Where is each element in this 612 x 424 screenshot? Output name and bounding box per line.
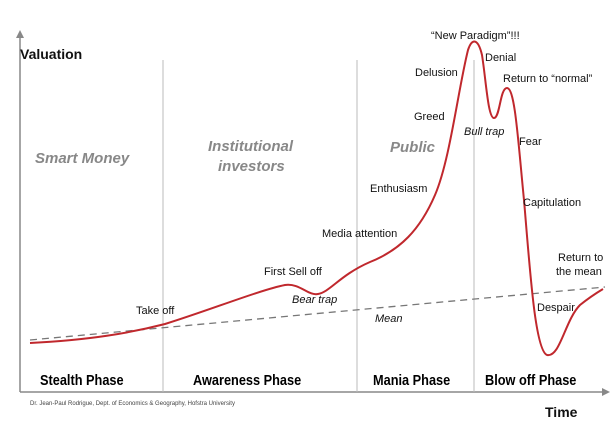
label-greed: Greed	[414, 111, 445, 123]
label-bear-trap: Bear trap	[292, 294, 338, 306]
label-enthusiasm: Enthusiasm	[370, 183, 428, 195]
label-despair: Despair	[537, 302, 575, 314]
label-take-off: Take off	[136, 305, 175, 317]
x-axis-label: Time	[545, 404, 578, 420]
x-axis-arrow	[602, 388, 610, 396]
phase-blow-off: Blow off Phase	[485, 372, 577, 389]
label-delusion: Delusion	[415, 67, 458, 79]
group-institutional: Institutional	[208, 138, 293, 155]
label-return-normal: Return to “normal”	[503, 73, 593, 85]
y-axis-arrow	[16, 30, 24, 38]
group-public: Public	[390, 139, 436, 156]
label-first-sell-off: First Sell off	[264, 266, 322, 278]
valuation-curve	[29, 40, 604, 357]
label-bull-trap: Bull trap	[464, 126, 505, 138]
label-media-attention: Media attention	[322, 228, 398, 240]
mean-line	[29, 286, 606, 341]
group-investors: investors	[218, 158, 285, 175]
credit: Dr. Jean-Paul Rodrigue, Dept. of Economi…	[30, 401, 235, 407]
label-fear: Fear	[519, 136, 542, 148]
label-new-paradigm: “New Paradigm”!!!	[431, 30, 520, 42]
label-return-to: Return to	[558, 252, 604, 264]
label-the-mean: the mean	[556, 266, 602, 278]
phase-mania: Mania Phase	[373, 372, 451, 389]
label-capitulation: Capitulation	[523, 197, 582, 209]
phase-stealth: Stealth Phase	[40, 372, 124, 389]
label-mean: Mean	[375, 313, 403, 325]
group-smart-money: Smart Money	[35, 150, 130, 167]
phase-awareness: Awareness Phase	[193, 372, 302, 389]
label-denial: Denial	[485, 52, 517, 64]
y-axis-label: Valuation	[20, 46, 83, 62]
